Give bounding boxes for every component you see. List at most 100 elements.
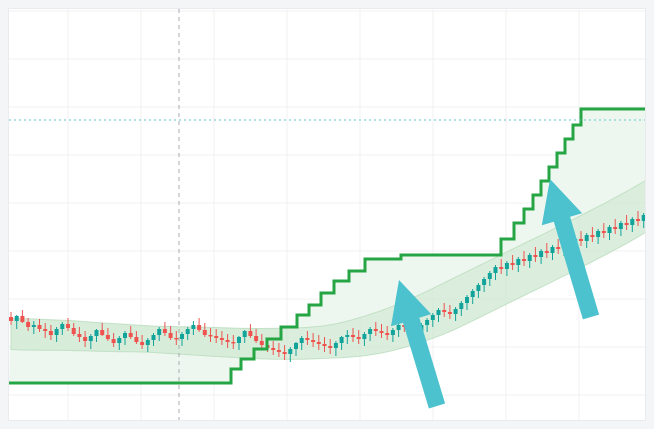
- candle-body: [26, 322, 31, 327]
- candle-body: [174, 338, 179, 340]
- candle-body: [151, 335, 156, 340]
- candle-body: [88, 336, 93, 341]
- candle-body: [373, 329, 378, 331]
- candle-body: [100, 330, 105, 335]
- plot-canvas[interactable]: [9, 9, 645, 420]
- candle-body: [499, 267, 504, 269]
- candle-body: [185, 329, 190, 334]
- candle-body: [579, 239, 583, 241]
- candle-body: [601, 231, 606, 233]
- candle-body: [396, 325, 401, 330]
- candle-body: [48, 331, 53, 335]
- candle-body: [128, 333, 133, 337]
- candle-body: [259, 341, 264, 345]
- candle-body: [71, 328, 76, 334]
- candle-body: [123, 333, 127, 338]
- chart-panel[interactable]: [8, 8, 646, 421]
- annotation-layer[interactable]: [9, 9, 645, 420]
- candle-body: [37, 325, 42, 329]
- candle-body: [453, 309, 458, 314]
- candle-body: [299, 338, 304, 343]
- candle-body: [322, 344, 327, 346]
- candle-body: [379, 331, 384, 333]
- candle-body: [231, 342, 236, 344]
- candle-body: [630, 219, 635, 225]
- candle-body: [487, 273, 492, 279]
- candle-body: [482, 279, 487, 285]
- candle-body: [191, 325, 196, 329]
- candle-body: [476, 285, 481, 291]
- candle-body: [516, 259, 521, 265]
- candle-body: [134, 337, 139, 342]
- candle-body: [31, 325, 36, 327]
- candle-body: [339, 337, 344, 343]
- candle-body: [316, 342, 321, 344]
- candle-body: [208, 335, 213, 337]
- candle-body: [345, 335, 350, 337]
- candle-body: [442, 310, 447, 312]
- candle-body: [613, 227, 618, 229]
- candle-body: [242, 331, 247, 337]
- candle-body: [225, 340, 230, 342]
- candle-body: [539, 251, 544, 257]
- candle-body: [333, 343, 338, 348]
- candle-body: [237, 337, 241, 343]
- candle-body: [305, 338, 310, 340]
- candle-body: [533, 255, 538, 257]
- candle-body: [248, 331, 253, 336]
- candle-body: [356, 337, 361, 339]
- candle-body: [117, 338, 122, 343]
- candle-body: [550, 247, 555, 253]
- candle-body: [294, 343, 298, 349]
- candle-body: [77, 334, 82, 337]
- candle-body: [276, 350, 281, 352]
- candle-body: [368, 329, 373, 334]
- candle-body: [105, 335, 110, 339]
- candle-body: [282, 352, 287, 354]
- candle-body: [9, 317, 13, 321]
- candle-body: [590, 235, 595, 237]
- candlestick-series[interactable]: [9, 11, 645, 362]
- candle-body: [14, 316, 19, 321]
- candle-body: [20, 316, 25, 322]
- candle-body: [641, 215, 645, 221]
- candle-body: [271, 348, 276, 350]
- candle-body: [60, 324, 65, 329]
- candle-body: [168, 333, 173, 338]
- candle-body: [607, 227, 612, 233]
- candle-body: [311, 340, 316, 342]
- trailing-stop-line: [9, 107, 645, 385]
- signal-arrow-2[interactable]: [541, 179, 600, 320]
- candle-body: [390, 330, 395, 335]
- candle-body: [328, 346, 333, 348]
- candle-body: [162, 329, 167, 333]
- candle-body: [447, 312, 452, 314]
- candle-body: [596, 231, 601, 237]
- candle-body: [470, 291, 475, 297]
- candle-body: [43, 329, 48, 331]
- candle-body: [584, 235, 589, 241]
- candle-body: [425, 320, 430, 325]
- candle-body: [54, 329, 59, 335]
- candle-body: [180, 334, 184, 339]
- candle-body: [527, 255, 532, 261]
- candle-body: [145, 340, 150, 345]
- candle-body: [522, 259, 526, 261]
- candle-body: [94, 330, 99, 336]
- candle-body: [254, 336, 259, 341]
- candle-body: [510, 263, 515, 265]
- candle-body: [214, 336, 219, 338]
- candle-body: [636, 219, 640, 221]
- candle-body: [288, 349, 293, 354]
- candle-body: [459, 303, 464, 309]
- signal-arrow-1[interactable]: [391, 280, 446, 409]
- candle-body: [430, 315, 435, 320]
- candle-body: [66, 324, 70, 328]
- candle-body: [624, 223, 629, 225]
- candle-body: [83, 337, 88, 341]
- candle-body: [544, 251, 549, 253]
- candle-body: [140, 342, 145, 345]
- candle-body: [493, 267, 498, 273]
- candle-body: [351, 335, 355, 337]
